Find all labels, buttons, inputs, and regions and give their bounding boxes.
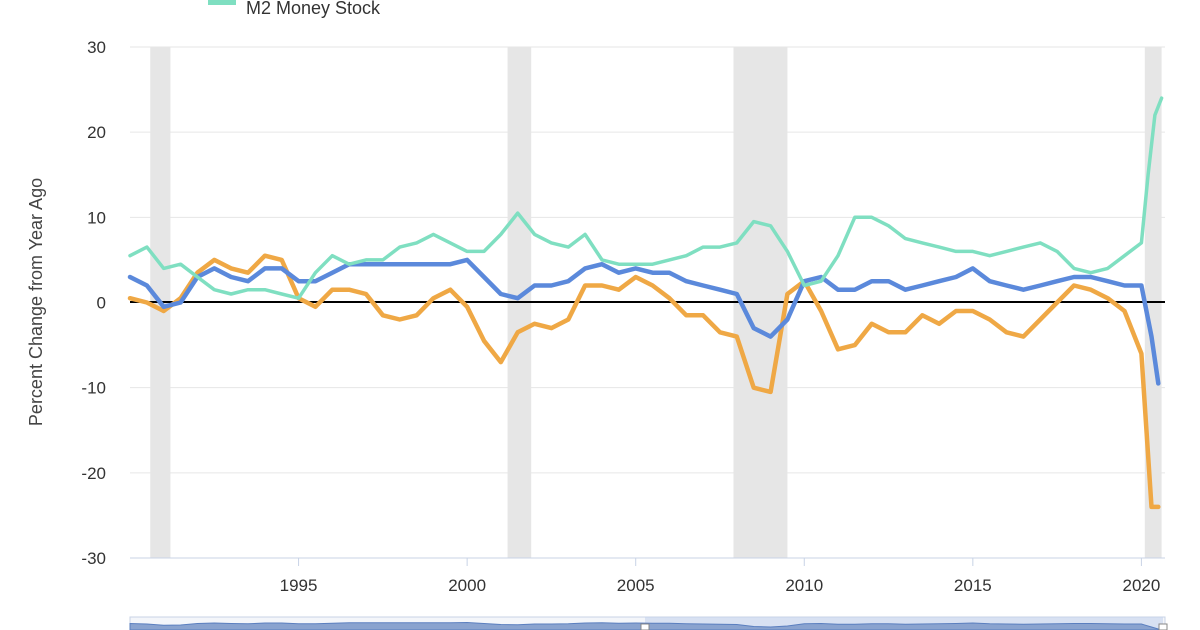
y-axis-title: Percent Change from Year Ago [26, 178, 46, 426]
series-line-1 [127, 257, 1161, 386]
navigator-handle-right[interactable] [1158, 623, 1168, 630]
series-lines [127, 96, 1164, 510]
x-tick-label: 1995 [280, 576, 318, 595]
x-tick-label: 2020 [1122, 576, 1160, 595]
y-tick-label: 30 [87, 38, 106, 57]
y-tick-label: 20 [87, 123, 106, 142]
y-tick-label: -20 [81, 464, 106, 483]
y-axis-ticks: 30 20 10 0 -10 -20 -30 [81, 38, 106, 568]
legend-label-m2: M2 Money Stock [246, 0, 381, 18]
grid-lines [130, 46, 1165, 474]
x-tick-label: 2000 [448, 576, 486, 595]
y-tick-label: 10 [87, 208, 106, 227]
x-tick-label: 2010 [785, 576, 823, 595]
x-tick-label: 2005 [617, 576, 655, 595]
y-tick-label: -10 [81, 379, 106, 398]
series-line-2 [128, 96, 1164, 300]
navigator-handle-left[interactable] [640, 623, 650, 630]
series-line-0 [127, 253, 1161, 510]
y-tick-label: 0 [97, 294, 106, 313]
x-axis-ticks: 1995 2000 2005 2010 2015 2020 [280, 558, 1160, 595]
legend-swatch-m2 [208, 0, 236, 5]
y-tick-label: -30 [81, 549, 106, 568]
x-tick-label: 2015 [954, 576, 992, 595]
legend[interactable]: M2 Money Stock [208, 0, 381, 18]
range-navigator[interactable] [129, 616, 1168, 630]
